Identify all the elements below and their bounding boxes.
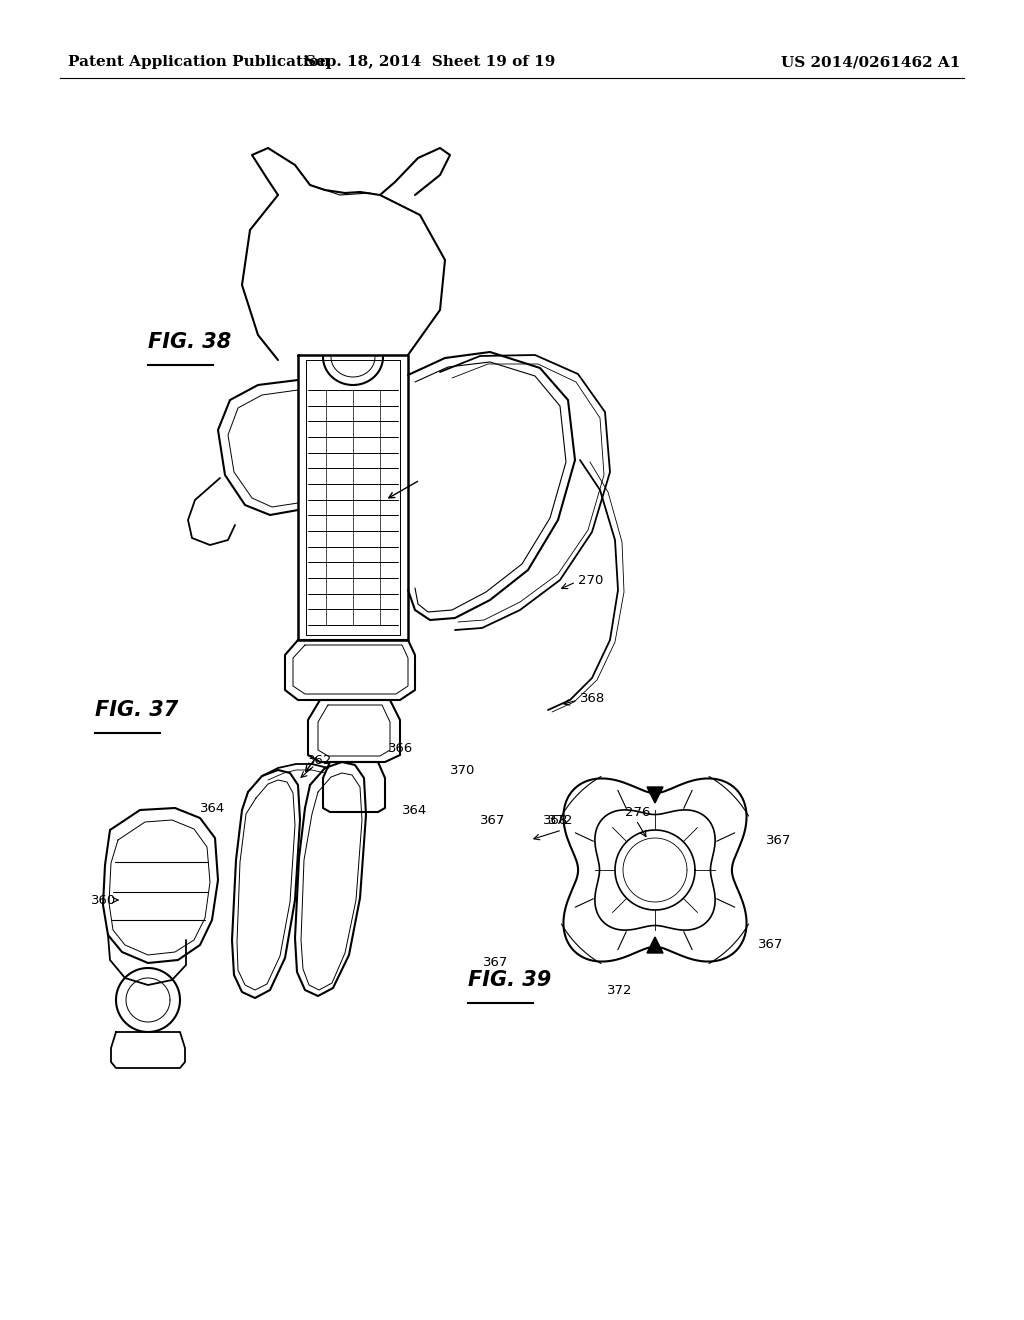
Text: 366: 366 — [388, 742, 414, 755]
Text: 364: 364 — [402, 804, 427, 817]
Text: Sep. 18, 2014  Sheet 19 of 19: Sep. 18, 2014 Sheet 19 of 19 — [305, 55, 555, 69]
Text: 367: 367 — [479, 813, 505, 826]
Polygon shape — [647, 937, 663, 953]
Text: FIG. 39: FIG. 39 — [468, 970, 551, 990]
Text: 367: 367 — [758, 939, 783, 952]
Text: FIG. 38: FIG. 38 — [148, 333, 231, 352]
Text: 364: 364 — [200, 801, 225, 814]
Text: 362: 362 — [307, 754, 333, 767]
Text: 276: 276 — [625, 805, 650, 818]
Text: Patent Application Publication: Patent Application Publication — [68, 55, 330, 69]
Polygon shape — [647, 787, 663, 803]
Text: 360: 360 — [91, 894, 116, 907]
Text: 367: 367 — [766, 833, 792, 846]
Text: 370: 370 — [450, 763, 475, 776]
Text: FIG. 37: FIG. 37 — [95, 700, 178, 719]
Text: 368: 368 — [580, 692, 605, 705]
Text: 368: 368 — [543, 813, 568, 826]
Text: 367: 367 — [482, 956, 508, 969]
Text: US 2014/0261462 A1: US 2014/0261462 A1 — [780, 55, 961, 69]
Text: 270: 270 — [578, 573, 603, 586]
Text: 372: 372 — [607, 983, 633, 997]
Text: 372: 372 — [548, 813, 573, 826]
